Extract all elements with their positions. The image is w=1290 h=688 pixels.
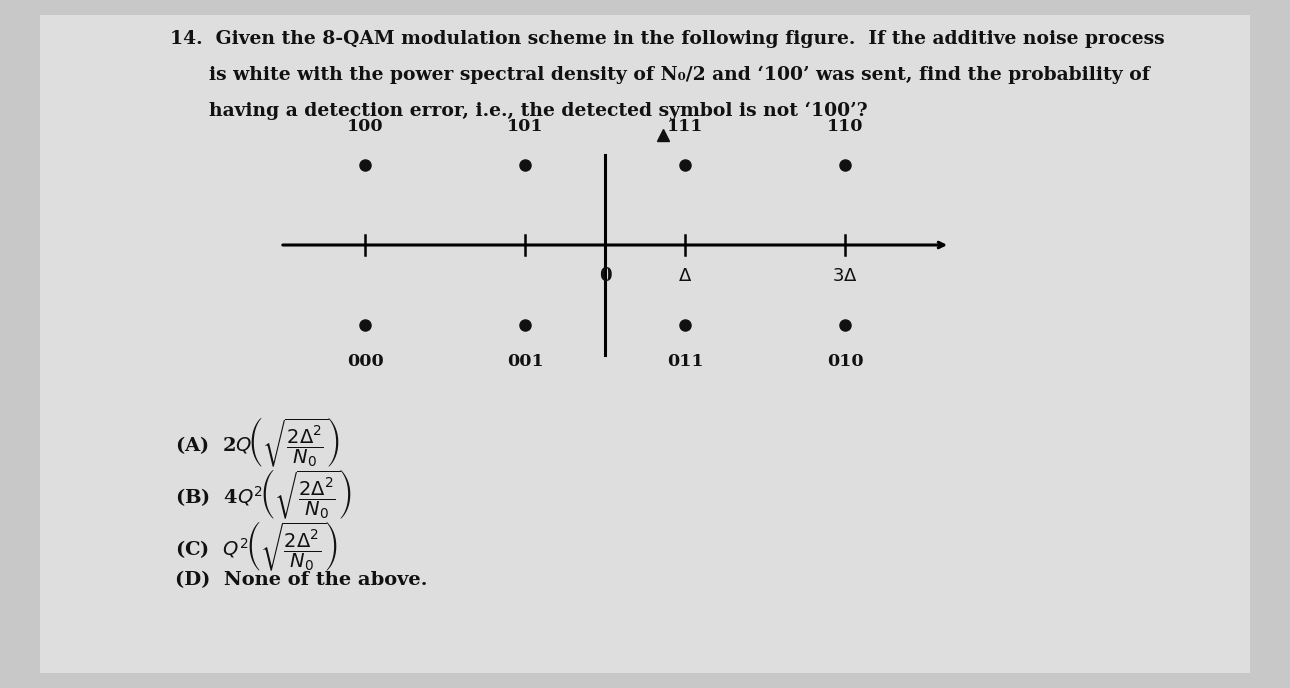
- Text: 101: 101: [507, 118, 543, 135]
- Text: $3\Delta$: $3\Delta$: [832, 267, 858, 285]
- Text: (D)  None of the above.: (D) None of the above.: [175, 571, 427, 589]
- Text: 110: 110: [827, 118, 863, 135]
- Text: 001: 001: [507, 353, 543, 370]
- Text: (A)  2$Q\!\left(\sqrt{\dfrac{2\Delta^2}{N_0}}\right)$: (A) 2$Q\!\left(\sqrt{\dfrac{2\Delta^2}{N…: [175, 415, 341, 469]
- FancyBboxPatch shape: [40, 15, 1250, 673]
- Text: 000: 000: [347, 353, 383, 370]
- Text: (C)  $Q^2\!\left(\sqrt{\dfrac{2\Delta^2}{N_0}}\right)$: (C) $Q^2\!\left(\sqrt{\dfrac{2\Delta^2}{…: [175, 519, 337, 573]
- Text: 011: 011: [667, 353, 703, 370]
- Text: having a detection error, i.e., the detected symbol is not ‘100’?: having a detection error, i.e., the dete…: [170, 102, 868, 120]
- Text: is white with the power spectral density of N₀/2 and ‘100’ was sent, find the pr: is white with the power spectral density…: [170, 66, 1149, 85]
- Text: 0: 0: [599, 267, 611, 285]
- Text: (B)  4$Q^2\!\left(\sqrt{\dfrac{2\Delta^2}{N_0}}\right)$: (B) 4$Q^2\!\left(\sqrt{\dfrac{2\Delta^2}…: [175, 467, 352, 521]
- Text: $\Delta$: $\Delta$: [679, 267, 693, 285]
- Text: 010: 010: [827, 353, 863, 370]
- Text: 111: 111: [667, 118, 703, 135]
- Text: 100: 100: [347, 118, 383, 135]
- Text: 14.  Given the 8-QAM modulation scheme in the following figure.  If the additive: 14. Given the 8-QAM modulation scheme in…: [170, 30, 1165, 48]
